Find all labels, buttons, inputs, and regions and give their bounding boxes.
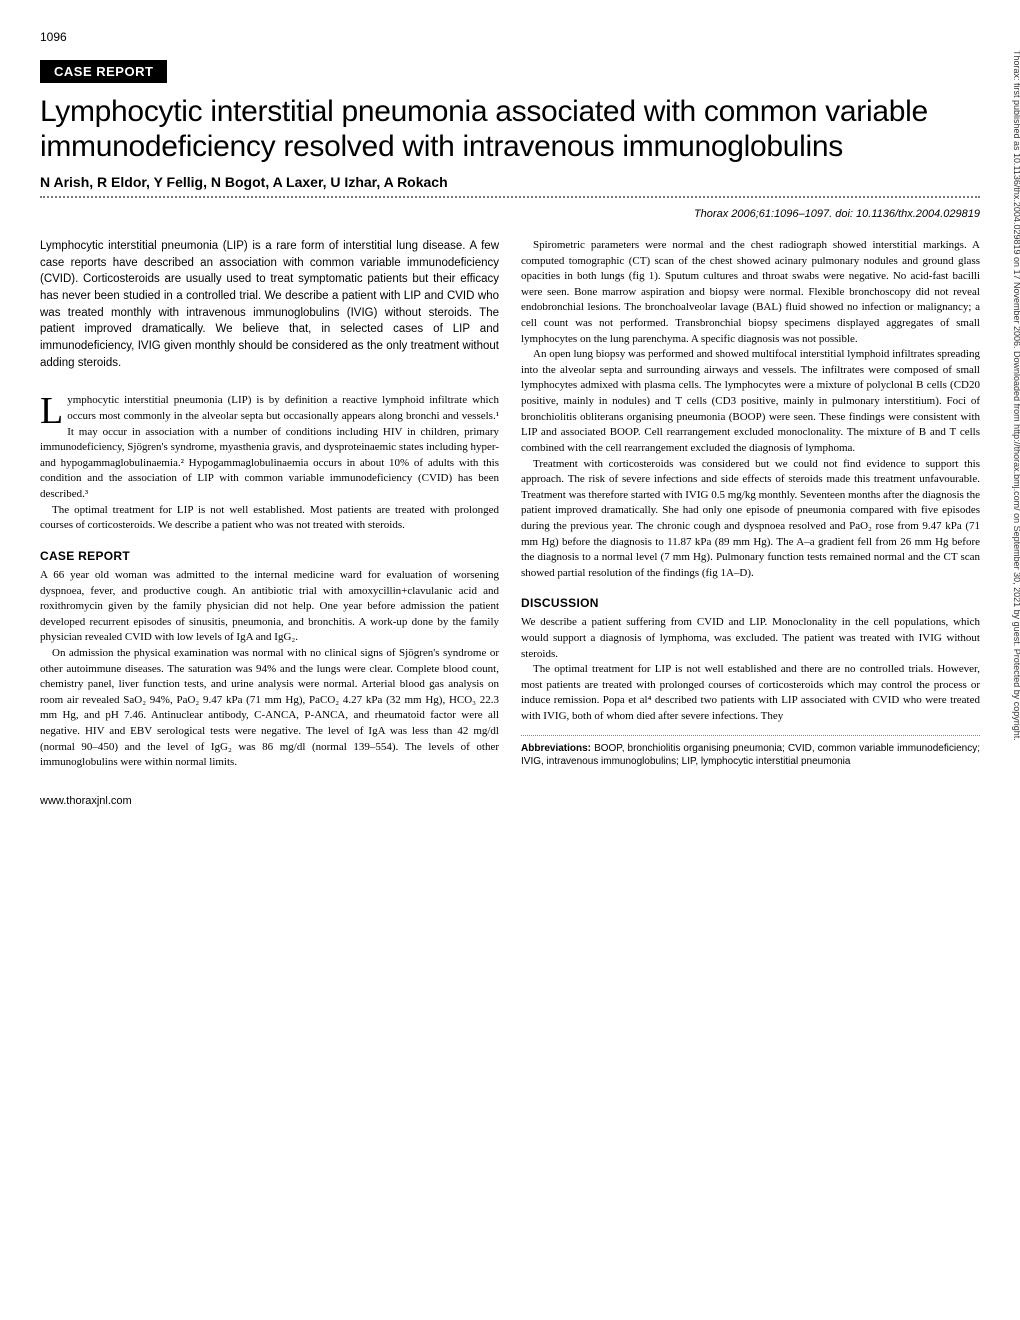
discussion-paragraph-1: We describe a patient suffering from CVI…	[521, 615, 980, 662]
case-report-heading: CASE REPORT	[40, 548, 499, 565]
intro-paragraph-2: The optimal treatment for LIP is not wel…	[40, 503, 499, 534]
section-badge: CASE REPORT	[40, 60, 167, 83]
abstract-text: Lymphocytic interstitial pneumonia (LIP)…	[40, 238, 499, 371]
discussion-heading: DISCUSSION	[521, 595, 980, 612]
left-column: Lymphocytic interstitial pneumonia (LIP)…	[40, 238, 499, 771]
citation-line: Thorax 2006;61:1096–1097. doi: 10.1136/t…	[40, 208, 980, 220]
abbreviations-box: Abbreviations: BOOP, bronchiolitis organ…	[521, 735, 980, 769]
author-list: N Arish, R Eldor, Y Fellig, N Bogot, A L…	[40, 174, 980, 190]
copyright-side-text: Thorax: first published as 10.1136/thx.2…	[1012, 50, 1020, 1250]
case-paragraph-1: A 66 year old woman was admitted to the …	[40, 568, 499, 646]
intro-paragraph-1: L ymphocytic interstitial pneumonia (LIP…	[40, 393, 499, 502]
discussion-paragraph-2: The optimal treatment for LIP is not wel…	[521, 662, 980, 724]
case-paragraph-2: On admission the physical examination wa…	[40, 646, 499, 771]
col2-paragraph-3: Treatment with corticosteroids was consi…	[521, 457, 980, 582]
dropcap-letter: L	[40, 393, 67, 426]
footer-url: www.thoraxjnl.com	[40, 795, 980, 807]
abbreviations-label: Abbreviations:	[521, 743, 591, 754]
right-column: Spirometric parameters were normal and t…	[521, 238, 980, 771]
dotted-rule	[40, 196, 980, 198]
col2-paragraph-2: An open lung biopsy was performed and sh…	[521, 347, 980, 456]
intro-text-1: ymphocytic interstitial pneumonia (LIP) …	[40, 394, 499, 500]
two-column-body: Lymphocytic interstitial pneumonia (LIP)…	[40, 238, 980, 771]
col2-paragraph-1: Spirometric parameters were normal and t…	[521, 238, 980, 347]
page-number: 1096	[40, 30, 980, 44]
article-title: Lymphocytic interstitial pneumonia assoc…	[40, 95, 980, 164]
